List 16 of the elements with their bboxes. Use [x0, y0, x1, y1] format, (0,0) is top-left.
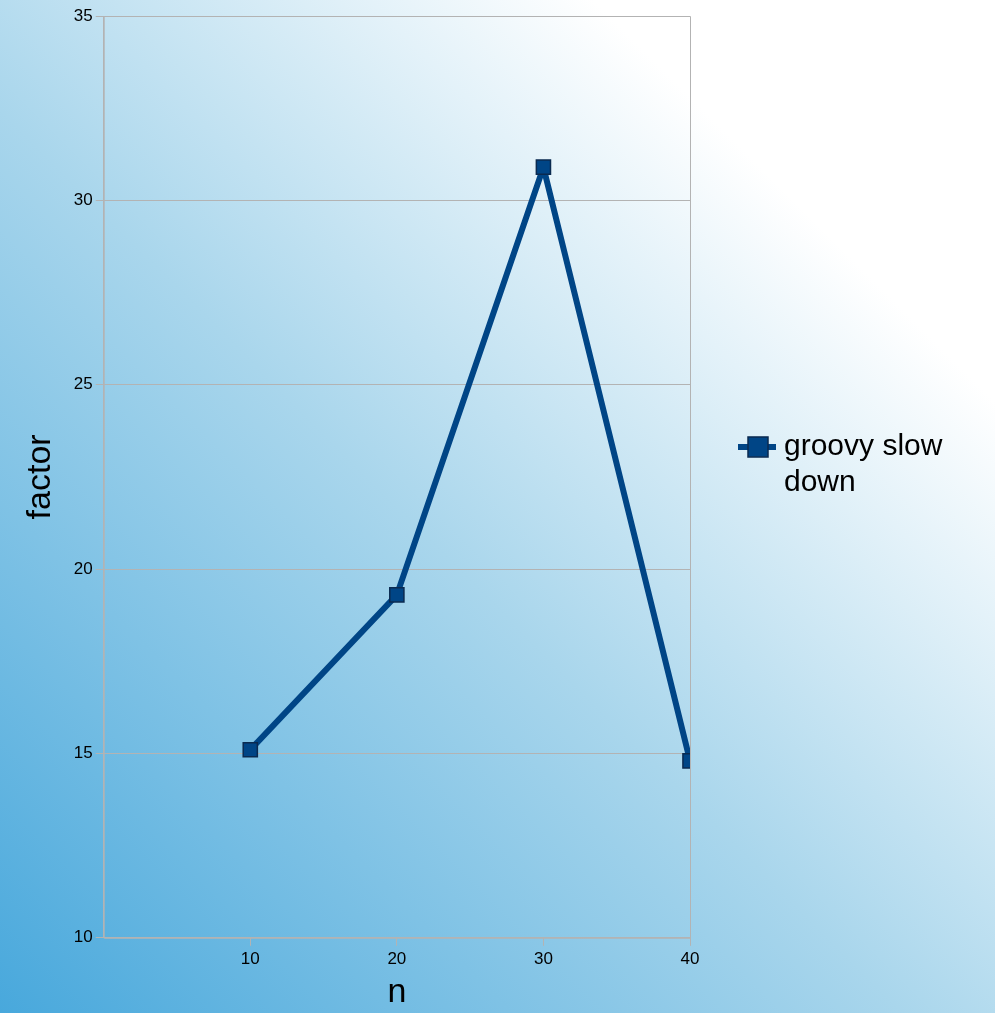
point [389, 587, 405, 603]
x-tick-label: 10 [240, 948, 260, 968]
x-tick-label: 30 [533, 948, 553, 968]
y-tick-label: 35 [73, 5, 93, 25]
y-tick-label: 15 [73, 743, 93, 763]
x-tick-label: 20 [387, 948, 407, 968]
y-tick-label: 10 [73, 927, 93, 947]
y-tick-label: 30 [73, 190, 93, 210]
y-tick-label: 20 [73, 558, 93, 578]
legend-label: groovy slow down [784, 428, 943, 498]
y-axis-title: factor [18, 434, 57, 520]
x-axis-title: n [387, 970, 407, 1009]
point [242, 741, 259, 758]
point [535, 159, 552, 175]
x-tick-label: 40 [680, 948, 700, 968]
y-tick-label: 25 [73, 374, 93, 394]
